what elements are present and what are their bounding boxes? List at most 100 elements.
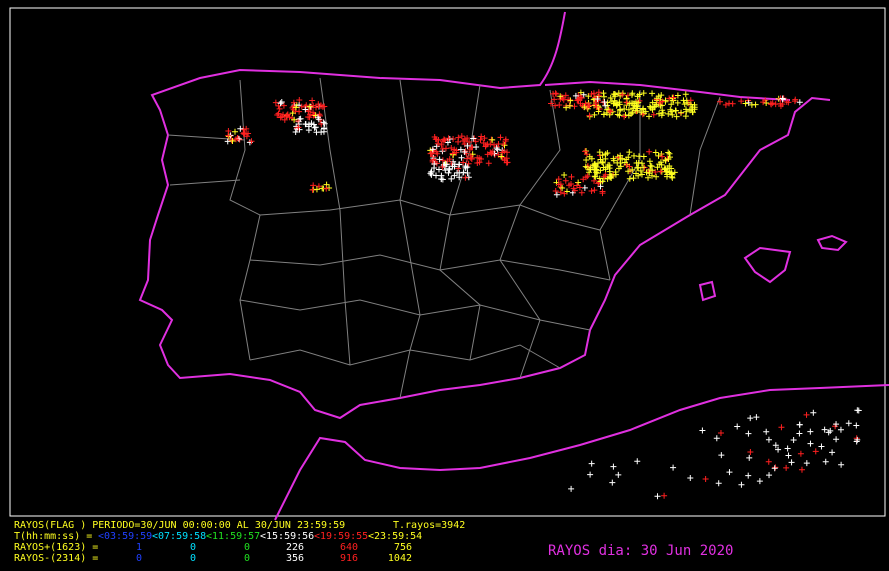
period-label: <23:59:54 [368,531,422,542]
strike [292,104,299,111]
count-value: 226 [286,542,304,553]
strike [438,172,445,179]
strike [656,161,663,168]
strike [615,165,622,172]
strike [436,156,443,163]
strike [637,167,644,174]
strike [821,426,828,433]
strike [594,170,601,177]
strike [497,134,504,141]
strike [455,165,462,172]
strike [649,172,656,179]
strike [473,144,480,151]
strike [653,101,660,108]
strike [581,104,588,111]
strike [663,168,670,175]
strike [616,107,623,114]
strike [575,179,582,186]
strike [798,466,805,473]
strike [628,111,635,118]
strike [689,104,696,111]
strike [635,172,642,179]
strike [248,138,255,145]
count-value: 1 [136,542,142,553]
strike [491,141,498,148]
strike [305,127,312,134]
strike [650,111,657,118]
strike [482,143,489,150]
strike [309,186,316,193]
strike [702,476,709,483]
strike [662,166,669,173]
strike [595,160,602,167]
strike [439,145,446,152]
strike [833,436,840,443]
strike [462,164,469,171]
strike [455,134,462,141]
strike [303,102,310,109]
strike [311,111,318,118]
strike [687,475,694,482]
strike [673,113,680,120]
strike [654,493,661,500]
period-label: <07:59:58 [152,531,206,542]
strike [454,169,461,176]
strike [315,116,322,123]
strike [607,95,614,102]
strike [502,137,509,144]
strike [290,99,297,106]
strike [228,137,235,144]
lightning-strikes [224,89,862,500]
menorca [816,234,848,252]
strike [320,128,327,135]
strike [243,133,250,140]
strike [297,115,304,122]
strike [769,100,776,107]
count-value: 0 [136,553,142,564]
strike [638,109,645,116]
strike [722,101,729,108]
strike [474,154,481,161]
strike [717,429,724,436]
strike [592,101,599,108]
strike [567,97,574,104]
strike [597,156,604,163]
strike [803,411,810,418]
strike [649,99,656,106]
strike [668,171,675,178]
strike [320,119,327,126]
strike [607,108,614,115]
strike [746,454,753,461]
strike [292,128,299,135]
count-value: 0 [190,542,196,553]
strike [584,173,591,180]
row-label: RAYOS-(2314) = [14,553,98,564]
strike [623,99,630,106]
strike [621,159,628,166]
strike [788,459,795,466]
strike [591,187,598,194]
strike [659,98,666,105]
strike [763,428,770,435]
strike [274,111,281,118]
strike [488,150,495,157]
count-value: 640 [340,542,358,553]
strike [670,94,677,101]
summary-panel: RAYOS(FLAG ) PERIODO=30/JUN 00:00:00 AL … [14,520,465,564]
strike [619,91,626,98]
strike [601,93,607,100]
strike [810,409,817,416]
strike [674,99,681,106]
total-text: T.rayos=3942 [393,520,465,531]
strike [807,428,814,435]
strike [760,99,767,106]
strike [585,93,592,100]
mallorca [743,246,792,284]
strike [640,153,647,160]
strike [566,102,573,109]
strike [583,156,590,163]
strike [467,152,474,159]
strike [578,189,585,196]
strike [485,160,492,167]
strike [600,111,607,118]
